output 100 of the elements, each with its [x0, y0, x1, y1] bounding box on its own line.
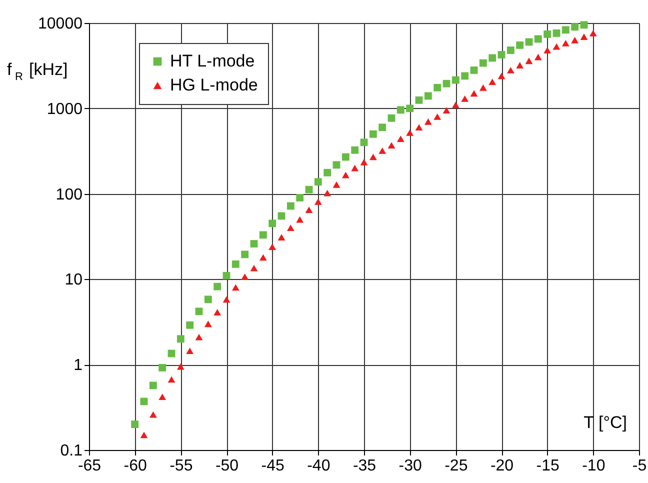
point — [314, 178, 322, 186]
point — [562, 26, 570, 34]
y-tick-label: 100 — [56, 186, 83, 204]
point — [168, 376, 176, 383]
point — [470, 90, 478, 97]
point — [516, 62, 524, 68]
point — [442, 80, 450, 88]
point — [479, 59, 487, 67]
point — [534, 35, 542, 43]
point — [544, 30, 552, 38]
point — [461, 72, 469, 80]
point — [259, 254, 267, 261]
x-tick-label: -5 — [632, 458, 647, 474]
point — [388, 114, 396, 122]
point — [140, 432, 148, 438]
point — [286, 224, 294, 231]
point — [506, 46, 514, 54]
point — [158, 394, 166, 400]
point — [424, 118, 432, 125]
point — [424, 92, 432, 100]
point — [195, 308, 203, 316]
point — [158, 364, 166, 372]
point — [470, 66, 478, 74]
point — [222, 272, 230, 280]
point — [204, 320, 212, 328]
x-tick-label: -55 — [170, 458, 193, 474]
point — [296, 194, 304, 202]
legend-label: HG L-mode — [170, 76, 258, 94]
point — [452, 76, 460, 84]
x-tick-label: -20 — [490, 458, 514, 474]
point — [506, 67, 514, 74]
point — [278, 234, 286, 240]
point — [525, 38, 533, 46]
point — [434, 113, 442, 120]
point — [488, 78, 496, 85]
point — [250, 264, 258, 272]
point — [232, 284, 240, 291]
point — [589, 30, 597, 36]
point — [534, 54, 542, 60]
point — [369, 154, 377, 160]
point — [314, 198, 322, 205]
point — [149, 382, 157, 390]
x-tick-label: -35 — [352, 458, 376, 474]
point — [396, 106, 404, 114]
point — [222, 296, 230, 303]
point — [360, 138, 368, 146]
point — [342, 172, 350, 178]
y-tick-label: 10 — [64, 272, 83, 289]
legend-label: HT L-mode — [170, 52, 255, 70]
point — [544, 47, 552, 54]
point — [214, 282, 222, 290]
point — [268, 244, 276, 250]
point — [434, 84, 442, 92]
x-tick-label: -15 — [536, 458, 560, 474]
point — [498, 72, 506, 80]
point — [580, 21, 588, 29]
point — [214, 309, 222, 316]
point — [396, 136, 404, 142]
point — [176, 335, 184, 343]
point — [332, 161, 340, 169]
point — [388, 142, 396, 148]
x-tick-label: -60 — [124, 458, 147, 474]
y-tick-label: 10000 — [38, 16, 83, 32]
point — [360, 158, 368, 166]
point — [516, 41, 524, 49]
x-tick-label: -10 — [582, 458, 606, 474]
x-tick-label: -30 — [398, 458, 422, 474]
point — [241, 250, 249, 258]
point — [342, 153, 350, 161]
x-tick-label: -40 — [307, 458, 330, 474]
y-tick-label: 1000 — [46, 100, 83, 118]
point — [571, 23, 579, 31]
x-tick-label: -50 — [215, 458, 239, 474]
point — [232, 260, 240, 268]
point — [268, 220, 276, 228]
point — [332, 181, 340, 188]
point — [369, 130, 377, 138]
x-tick-label: -65 — [78, 458, 102, 474]
point — [525, 58, 533, 64]
point — [552, 29, 560, 37]
y-tick-label: 1 — [74, 357, 83, 374]
point — [286, 202, 294, 210]
point — [351, 146, 359, 154]
point — [195, 334, 203, 340]
point — [324, 190, 332, 196]
point — [552, 43, 560, 50]
point — [571, 36, 579, 44]
point — [452, 102, 460, 108]
point — [296, 216, 304, 223]
point — [250, 240, 258, 248]
point — [305, 186, 313, 194]
point — [186, 348, 194, 354]
point — [176, 363, 184, 370]
point — [442, 107, 450, 114]
point — [580, 34, 588, 40]
point — [378, 124, 386, 132]
point — [204, 296, 212, 304]
point — [241, 273, 249, 280]
point — [415, 124, 423, 131]
y-tick-label: 0.1 — [60, 442, 83, 460]
